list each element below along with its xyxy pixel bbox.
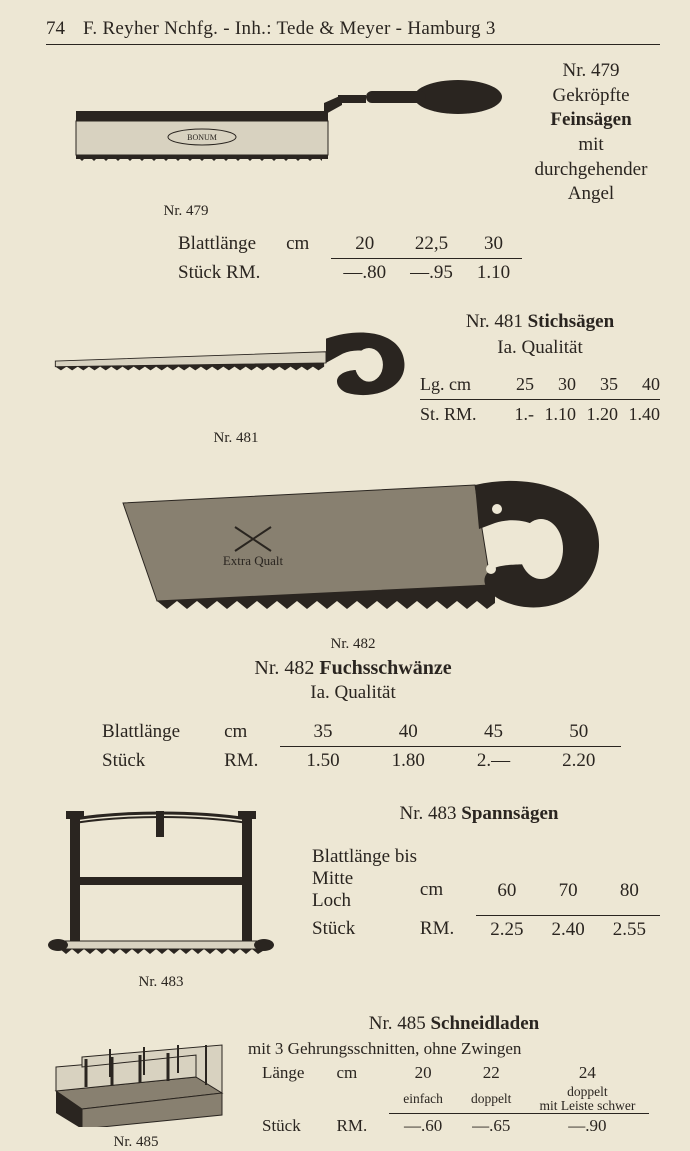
cell: 2.25 <box>476 915 537 944</box>
cell: 22 <box>457 1061 526 1085</box>
catalog-page: 74 F. Reyher Nchfg. - Inh.: Tede & Meyer… <box>0 0 690 1133</box>
sublabel: doppelt <box>457 1085 526 1114</box>
cell: 1.80 <box>366 747 451 776</box>
cell: 40 <box>366 718 451 747</box>
cell: 35 <box>584 372 618 396</box>
row-label: Stück <box>248 1114 322 1139</box>
cell: 40 <box>626 372 660 396</box>
figure-caption: Nr. 481 <box>186 430 286 447</box>
schneidlade-illustration <box>46 1037 226 1127</box>
cell: 24 <box>525 1061 649 1085</box>
row-label: St. RM. <box>420 402 494 426</box>
title-line: mit durchgehender <box>522 133 660 182</box>
figure-caption: Nr. 485 <box>46 1134 226 1151</box>
price-table-479: Blattlänge cm 20 22,5 30 Stück RM. —.80 … <box>166 230 522 287</box>
sublabel: einfach <box>389 1085 457 1114</box>
cell: 45 <box>451 718 536 747</box>
cell: 1.20 <box>584 402 618 426</box>
row-label2: Mitte Loch <box>298 868 406 915</box>
entry-481: Nr. 481 Stichsägen Ia. Qualität Lg. cm 2… <box>46 309 660 447</box>
subtitle: Ia. Qualität <box>46 682 660 704</box>
cell: 70 <box>538 868 599 915</box>
entry-483: Nr. 483 Nr. 483 Spannsägen Blattlänge bi… <box>46 797 660 991</box>
entry-485-title: Nr. 485 Schneidladen <box>248 1013 660 1035</box>
cell: —.95 <box>398 259 465 288</box>
cell: 22,5 <box>398 230 465 259</box>
entry-485-desc: mit 3 Gehrungsschnitten, ohne Zwingen <box>248 1039 660 1059</box>
row-label: Stück <box>76 747 198 776</box>
cell: 20 <box>389 1061 457 1085</box>
sublabel: doppelt mit Leiste schwer <box>525 1085 649 1114</box>
cell: 2.40 <box>538 915 599 944</box>
row-unit: RM. <box>198 747 280 776</box>
cell: —.80 <box>331 259 398 288</box>
entry-479-title: Nr. 479 Gekröpfte Feinsägen mit durchgeh… <box>522 55 660 207</box>
price-table-482: Blattlänge cm 35 40 45 50 Stück RM. 1.50… <box>76 718 621 775</box>
figure-caption: Nr. 483 <box>46 974 276 991</box>
blade-logo-text: Extra Qualt <box>223 553 284 568</box>
row-unit: RM. <box>322 1114 389 1139</box>
title-bold: Feinsägen <box>550 109 631 130</box>
entry-482-title: Nr. 482 Fuchsschwänze <box>46 657 660 680</box>
row-unit: RM. <box>406 915 476 944</box>
cell: 80 <box>599 868 660 915</box>
figure-caption: Nr. 479 <box>126 203 246 220</box>
page-header: 74 F. Reyher Nchfg. - Inh.: Tede & Meyer… <box>46 18 660 45</box>
cell: 1.- <box>500 402 534 426</box>
row-unit: cm <box>198 718 280 747</box>
cell: 2.20 <box>536 747 621 776</box>
subtitle: Ia. Qualität <box>420 335 660 361</box>
cell: 30 <box>542 372 576 396</box>
cell: 1.40 <box>626 402 660 426</box>
price-table-481: Lg. cm 25 30 35 40 St. RM. 1.- 1.10 <box>420 372 660 426</box>
row-label: Blattlänge <box>166 230 274 259</box>
row-label: Länge <box>248 1061 322 1085</box>
row-label: Blattlänge bis <box>298 843 476 868</box>
price-table-483: Blattlänge bis Mitte Loch cm 60 70 80 St… <box>298 843 660 944</box>
entry-479: BONUM Nr. 479 Gekröpfte Feinsägen mit du… <box>46 55 660 287</box>
price-table-485: Länge cm 20 22 24 einfach doppelt doppel… <box>248 1061 649 1138</box>
cell: —.65 <box>457 1114 526 1139</box>
entry-481-title-block: Nr. 481 Stichsägen Ia. Qualität Lg. cm 2… <box>420 309 660 426</box>
row-label: Blattlänge <box>76 718 198 747</box>
row-unit: cm <box>406 868 476 915</box>
company-header: F. Reyher Nchfg. - Inh.: Tede & Meyer - … <box>83 18 496 40</box>
fuchsschwanz-illustration: Extra Qualt <box>103 469 603 629</box>
title-line: Nr. 481 Stichsägen <box>420 309 660 335</box>
spannsaege-illustration <box>46 797 276 967</box>
cell: 1.10 <box>465 259 522 288</box>
stichsaege-illustration <box>46 317 410 407</box>
feinsaege-illustration: BONUM <box>46 55 506 171</box>
row-unit: cm <box>322 1061 389 1085</box>
row-label: Stück <box>298 915 406 944</box>
title-line: Nr. 479 Gekröpfte <box>522 59 660 108</box>
title-line: Angel <box>522 182 660 207</box>
figure-caption: Nr. 482 <box>46 636 660 653</box>
cell: 35 <box>280 718 365 747</box>
cell: 2.55 <box>599 915 660 944</box>
entry-483-title: Nr. 483 Spannsägen <box>298 803 660 825</box>
entry-482: Extra Qualt Nr. 482 Nr. 482 Fuchsschwänz… <box>46 469 660 775</box>
entry-485: Nr. 485 Nr. 485 Schneidladen mit 3 Gehru… <box>46 1013 660 1151</box>
cell: 1.50 <box>280 747 365 776</box>
cell: 1.10 <box>542 402 576 426</box>
cell: 30 <box>465 230 522 259</box>
cell: —.90 <box>525 1114 649 1139</box>
svg-text:BONUM: BONUM <box>187 133 217 142</box>
row-unit: cm <box>274 230 331 259</box>
cell: 25 <box>500 372 534 396</box>
row-label: Lg. cm <box>420 372 494 396</box>
cell: 2.— <box>451 747 536 776</box>
cell: 20 <box>331 230 398 259</box>
row-label: Stück RM. <box>166 259 331 288</box>
cell: 50 <box>536 718 621 747</box>
cell: —.60 <box>389 1114 457 1139</box>
page-number: 74 <box>46 18 65 40</box>
cell: 60 <box>476 868 537 915</box>
